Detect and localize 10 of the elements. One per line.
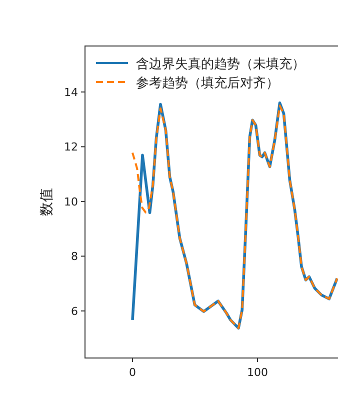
y-tick-label: 8 [71, 250, 78, 264]
x-tick-label: 100 [247, 366, 268, 379]
y-tick-label: 14 [64, 86, 78, 99]
y-tick-label: 12 [64, 140, 78, 154]
x-tick-label: 0 [129, 366, 136, 379]
legend-label: 参考趋势（填充后对齐） [136, 76, 279, 91]
y-axis-title: 数值 [39, 188, 55, 216]
legend-label: 含边界失真的趋势（未填充） [136, 57, 305, 72]
y-tick-label: 6 [71, 304, 78, 318]
y-tick-label: 10 [64, 195, 78, 208]
